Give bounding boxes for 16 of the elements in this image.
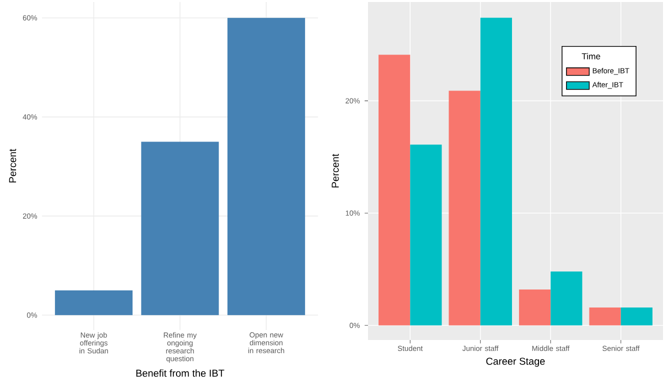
bar [54,290,133,316]
bar [448,90,480,326]
bar [620,307,652,326]
bar [480,18,512,326]
bar [519,289,551,326]
bar [589,307,621,326]
bar [227,18,306,316]
bar [550,272,582,326]
legend-title: Time [582,53,600,60]
bar [410,144,442,326]
bar [378,54,410,326]
bar [141,142,219,316]
y-axis-title: Percent [9,148,16,182]
x-axis-title: Benefit from the IBT [136,369,224,377]
x-axis-title: Career Stage [486,358,545,367]
y-axis-title: Percent [332,154,339,188]
